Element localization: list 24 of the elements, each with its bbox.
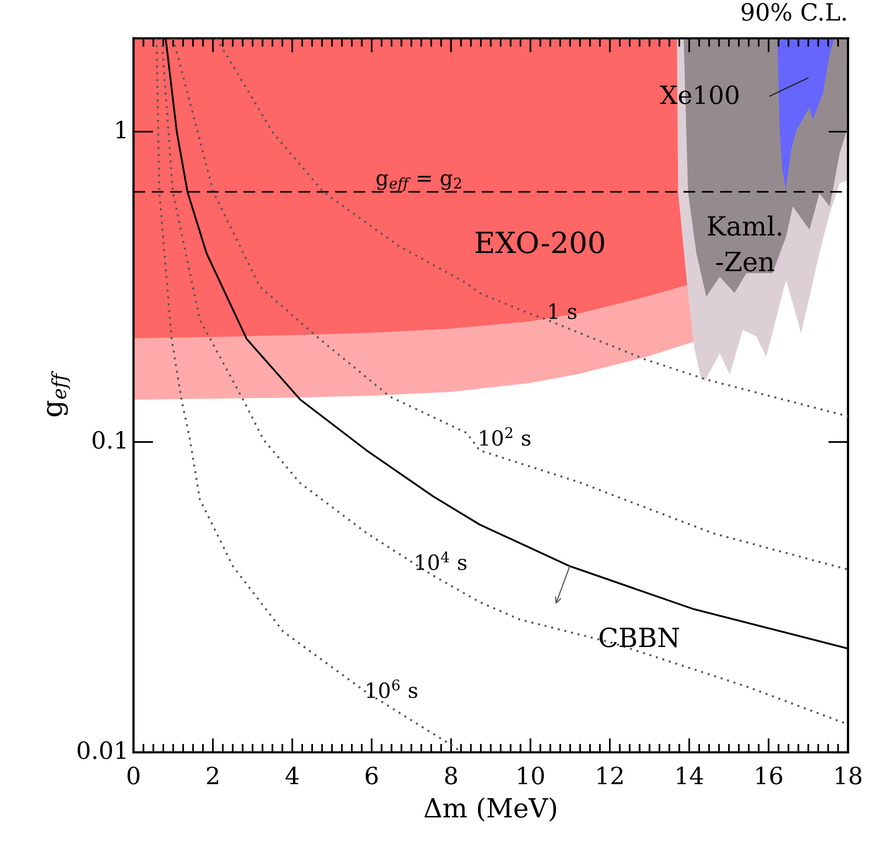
annotation: Kaml. -Zen — [708, 215, 782, 272]
x-tick-label: 8 — [445, 766, 457, 784]
y-tick-label: 1 — [116, 120, 126, 138]
ref-line-label: g$_{eff}$ = g$_{2}$ — [376, 174, 462, 192]
x-tick-label: 10 — [518, 766, 544, 784]
x-tick-label: 6 — [366, 766, 378, 784]
x-axis-title: Δm (MeV) — [424, 797, 556, 822]
x-tick-label: 4 — [285, 766, 299, 784]
annotation: EXO-200 — [476, 231, 604, 254]
series-label: 1 s — [549, 303, 576, 320]
y-tick-label: 0.1 — [92, 430, 126, 449]
annotation: CBBN — [600, 627, 680, 648]
x-tick-label: 16 — [756, 766, 782, 784]
x-tick-label: 12 — [598, 766, 623, 784]
y-tick-label: 0.01 — [78, 741, 126, 760]
series-label: 10$^{2}$ s — [480, 427, 530, 446]
series-label: 10$^{6}$ s — [367, 679, 418, 698]
series-label: 10$^{4}$ s — [416, 551, 467, 570]
x-tick-label: 14 — [677, 766, 704, 784]
x-tick-label: 2 — [206, 766, 218, 784]
y-axis-title: g$_{eff}$ — [46, 370, 70, 416]
x-tick-label: 18 — [836, 766, 862, 784]
x-tick-label: 0 — [128, 766, 140, 784]
text: 90% C.L. — [742, 2, 846, 21]
